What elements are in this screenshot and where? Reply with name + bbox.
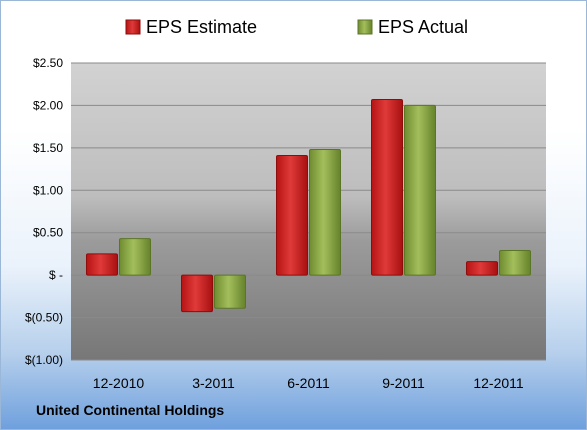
legend-swatch-estimate [125, 19, 141, 35]
legend-label-actual: EPS Actual [378, 17, 468, 37]
bar-eps-estimate [86, 253, 118, 276]
bar-eps-actual [499, 250, 531, 276]
bar-eps-estimate [371, 98, 403, 276]
x-tick-label: 12-2010 [93, 375, 145, 391]
x-tick-label: 12-2011 [473, 375, 524, 391]
y-tick-label: $2.50 [33, 56, 63, 70]
y-tick-label: $1.50 [33, 141, 63, 155]
bar-eps-estimate [466, 261, 498, 276]
bar-eps-actual [309, 149, 341, 276]
bar-eps-estimate [276, 154, 308, 276]
plot-area [71, 63, 546, 360]
x-tick-label: 3-2011 [192, 375, 235, 391]
x-axis: 12-2010 3-2011 6-2011 9-2011 12-2011 [93, 375, 524, 391]
x-tick-label: 6-2011 [287, 375, 330, 391]
bars [86, 98, 531, 313]
bar-eps-actual [404, 104, 436, 276]
y-tick-label: $(0.50) [25, 311, 63, 325]
y-tick-label: $1.00 [33, 183, 63, 197]
y-tick-label: $(1.00) [25, 353, 63, 367]
company-name: United Continental Holdings [36, 402, 225, 418]
legend: EPS Estimate EPS Actual [125, 17, 468, 37]
x-tick-label: 9-2011 [382, 375, 425, 391]
legend-label-estimate: EPS Estimate [146, 17, 257, 37]
bar-eps-estimate [181, 274, 213, 313]
legend-swatch-actual [357, 19, 373, 35]
bar-eps-actual [214, 274, 246, 309]
y-tick-label: $0.50 [33, 226, 63, 240]
y-tick-label: $ - [49, 268, 63, 282]
y-tick-label: $2.00 [33, 98, 63, 112]
bar-eps-actual [119, 238, 151, 276]
y-axis: $2.50 $2.00 $1.50 $1.00 $0.50 $ - $(0.50) $(1.0… [25, 56, 63, 367]
